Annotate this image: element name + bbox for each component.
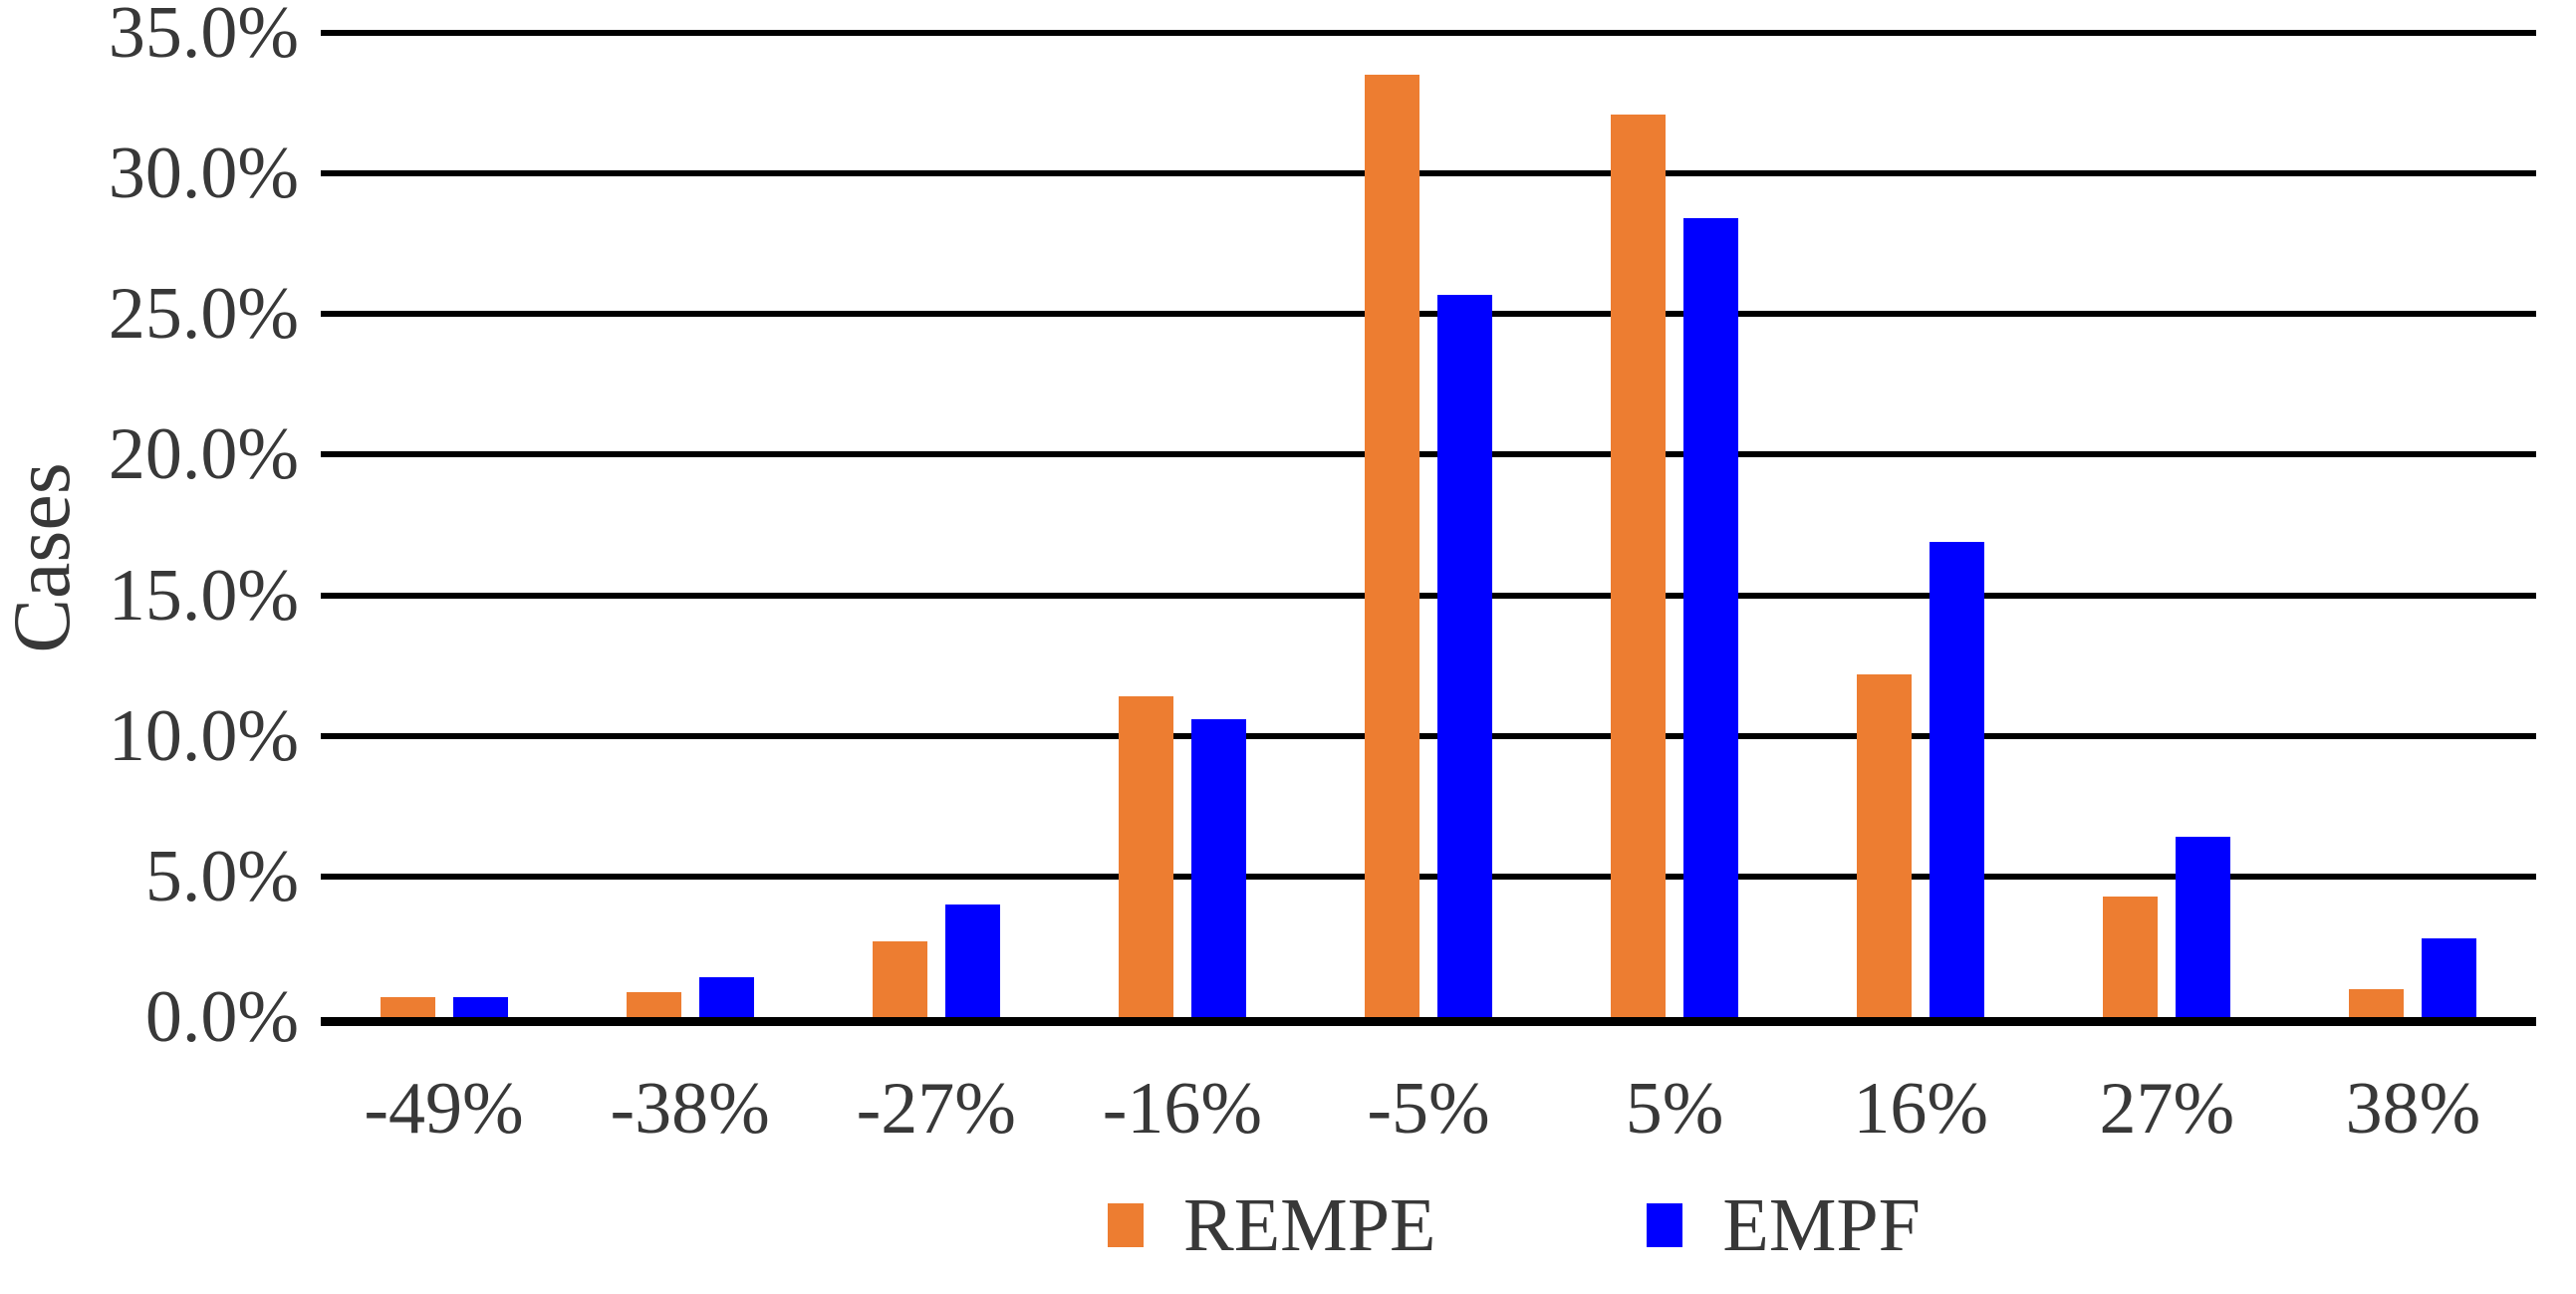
y-tick-label-10.0%: 10.0% [108,694,299,777]
bar-group-27% [2044,33,2290,1017]
y-tick-label-0.0%: 0.0% [144,976,299,1058]
legend-marker-empf-icon [1647,1203,1683,1247]
bar-rempe--5% [1364,75,1419,1017]
gridline-35.0% [321,30,2536,36]
y-tick-label-25.0%: 25.0% [108,273,299,356]
bar-empf--38% [698,977,754,1017]
y-tick-label-35.0%: 35.0% [108,0,299,74]
bar-rempe-16% [1857,673,1913,1017]
legend-item-empf: EMPF [1647,1187,1921,1263]
bar-rempe-27% [2103,896,2159,1017]
x-tick-label--49%: -49% [364,1068,524,1150]
plot-area [321,30,2536,1026]
legend: REMPE EMPF [1108,1187,1921,1263]
y-tick-label-5.0%: 5.0% [144,835,299,917]
x-tick-label-27%: 27% [2099,1068,2235,1150]
bar-empf-16% [1930,541,1985,1017]
x-tick-label-16%: 16% [1853,1068,1989,1150]
gridline-15.0% [321,592,2536,599]
x-tick-label-38%: 38% [2345,1068,2481,1150]
x-tick-label-5%: 5% [1625,1068,1724,1150]
x-tick-label--38%: -38% [610,1068,770,1150]
gridline-10.0% [321,732,2536,739]
y-tick-label-30.0%: 30.0% [108,132,299,215]
bar-empf--5% [1436,294,1492,1017]
bar-empf-27% [2176,837,2231,1017]
bar-group-16% [1798,33,2044,1017]
y-tick-label-20.0%: 20.0% [108,413,299,496]
legend-label-empf: EMPF [1722,1183,1921,1267]
bar-rempe-5% [1611,114,1667,1017]
bar-empf--27% [944,905,1000,1017]
x-axis-line [321,1017,2536,1026]
gridline-30.0% [321,170,2536,177]
x-tick-label--5%: -5% [1367,1068,1490,1150]
bar-group--5% [1305,33,1551,1017]
bar-empf--16% [1190,718,1246,1017]
y-axis-tick-labels: 0.0% 5.0% 10.0% 15.0% 20.0% 25.0% 30.0% 35.0% [0,0,299,1054]
x-tick-label--27%: -27% [856,1068,1016,1150]
gridline-20.0% [321,451,2536,458]
bar-empf-38% [2422,937,2477,1017]
bar-rempe--49% [380,997,435,1017]
x-tick-label--16%: -16% [1102,1068,1263,1150]
bar-rempe--38% [626,991,681,1017]
legend-label-rempe: REMPE [1183,1183,1436,1267]
y-tick-label-15.0%: 15.0% [108,554,299,637]
bar-group--27% [813,33,1059,1017]
gridline-25.0% [321,311,2536,318]
bar-group-5% [1552,33,1798,1017]
legend-item-rempe: REMPE [1108,1187,1435,1263]
bar-group--49% [321,33,567,1017]
gridline-5.0% [321,873,2536,880]
bar-group--38% [567,33,813,1017]
bar-empf--49% [452,997,508,1017]
x-axis-tick-labels: -49% -38% -27% -16% -5% 5% 16% 27% 38% [321,1062,2536,1162]
bar-rempe--27% [872,940,927,1017]
bar-empf-5% [1683,218,1739,1017]
bar-group-38% [2290,33,2536,1017]
bar-rempe-38% [2349,988,2405,1017]
bar-rempe--16% [1118,696,1173,1017]
legend-marker-rempe-icon [1108,1203,1144,1247]
bar-group--16% [1059,33,1305,1017]
